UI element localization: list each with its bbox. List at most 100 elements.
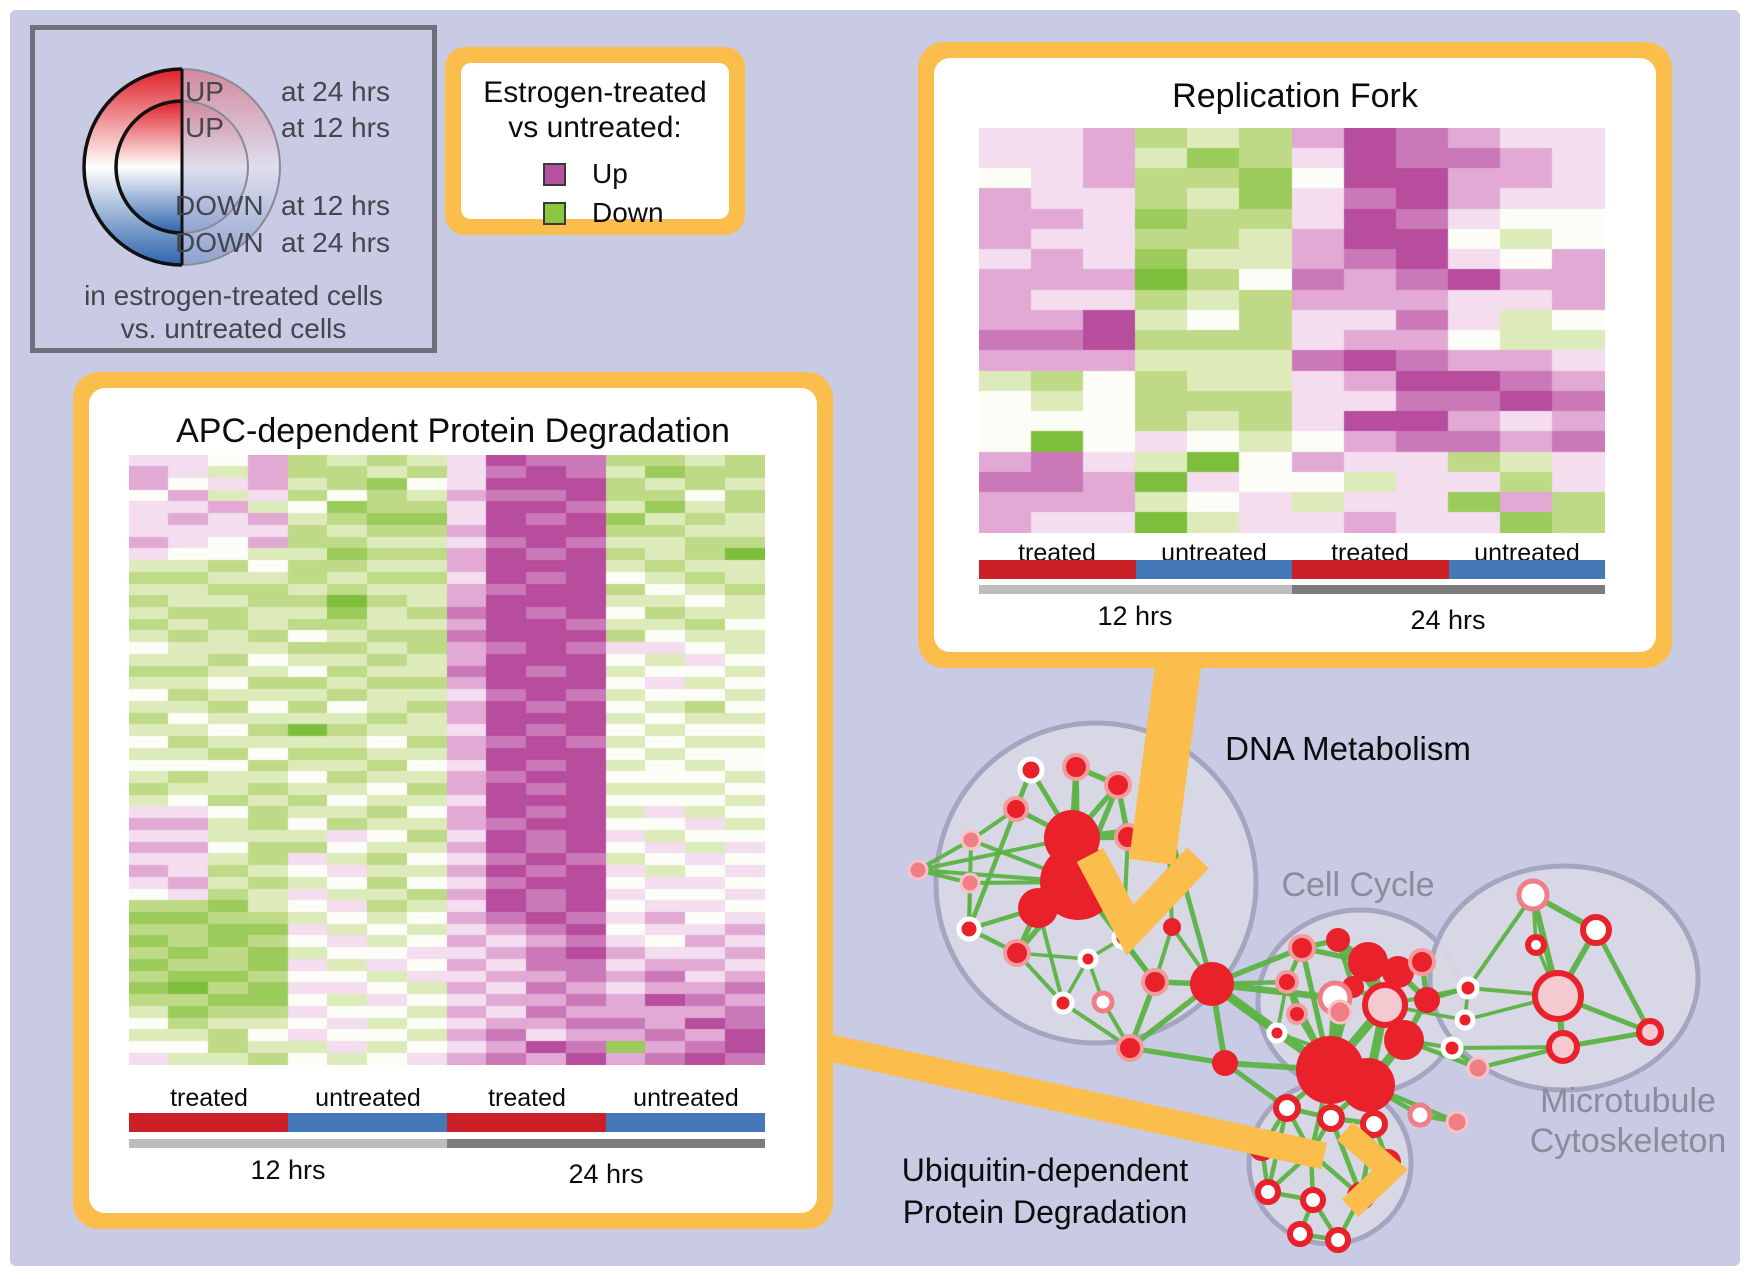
network-node-red [1326, 928, 1350, 952]
replication-fork-panel: Replication Fork treated untreated treat… [918, 42, 1672, 668]
network-node-ring-white [1325, 1227, 1351, 1253]
ring-dir-down-24: DOWN [175, 227, 264, 258]
network-node-red-halo [1286, 1003, 1308, 1025]
network-node-red [1382, 956, 1414, 988]
treated-bar-segment [129, 1113, 288, 1132]
network-edge [1593, 928, 1653, 1034]
rf-time-label-24: 24 hrs [1410, 605, 1486, 635]
ring-time-12b: at 12 hrs [281, 190, 390, 221]
cluster-label-dna: DNA Metabolism [1225, 730, 1471, 767]
arrow-shaft-rf-to-dna [1129, 648, 1203, 866]
network-node-white-ring [1454, 1009, 1476, 1031]
apc-time-label-24: 24 hrs [568, 1159, 644, 1189]
network-node-red [1414, 987, 1440, 1013]
network-node-pink-ring-white [1091, 990, 1115, 1014]
network-node-ring-pink [1532, 970, 1584, 1022]
network-edge [1451, 1044, 1564, 1051]
network-node-red [1384, 1020, 1424, 1060]
cluster-label2-microtubule: Cytoskeleton [1530, 1122, 1727, 1160]
network-node-red [1212, 1050, 1238, 1076]
network-node-red [1190, 962, 1234, 1006]
rf-time-label-12: 12 hrs [1097, 601, 1173, 631]
apc-group-label-1: treated [170, 1084, 248, 1112]
network-edge [966, 808, 1019, 930]
cluster-label-cell-cycle: Cell Cycle [1281, 866, 1434, 904]
ring-dir-down-12: DOWN [175, 190, 264, 221]
network-node-white-ring [1017, 756, 1045, 784]
network-node-ring-white [1580, 914, 1612, 946]
legend-item-up: Up [543, 158, 664, 190]
time-12-bar-segment [979, 585, 1292, 594]
time-12-bar-segment [129, 1139, 447, 1148]
ring-gradient-icon [82, 67, 281, 267]
ring-dir-up-24: UP [185, 76, 224, 107]
network-node-red-halo [1116, 1034, 1144, 1062]
network-node-red-halo [1288, 934, 1316, 962]
network-node-white-ring [1051, 991, 1075, 1015]
network-node-pink [959, 872, 981, 894]
untreated-bar-segment [288, 1113, 447, 1132]
arrow-head-rf-to-dna [1076, 847, 1209, 956]
network-node-ring-white [1525, 934, 1547, 956]
network-node-pink [1327, 999, 1353, 1025]
ring-legend: UP at 24 hrs UP at 12 hrs DOWN at 12 hrs… [30, 25, 437, 353]
network-node-ring-pink [1362, 982, 1408, 1028]
network-node-pink [1466, 1056, 1490, 1080]
apc-time-bar [129, 1139, 765, 1148]
network-node-white-ring [1266, 1022, 1288, 1044]
ring-caption-2: vs. untreated cells [120, 313, 347, 344]
cluster-label-microtubule: Microtubule [1540, 1082, 1716, 1120]
network-node-pink [1445, 1110, 1469, 1134]
time-24-bar-segment [447, 1139, 765, 1148]
network-node-red-halo [1141, 968, 1169, 996]
network-node-ring-white [1287, 1221, 1313, 1247]
network-node-ring-white [1273, 1094, 1301, 1122]
untreated-bar-segment [1448, 560, 1605, 579]
network-node-ring-white [1255, 1179, 1281, 1205]
cluster-label2-ubiquitin: Protein Degradation [903, 1194, 1188, 1230]
network-node-red [1348, 942, 1388, 982]
network-node-pink-ring-white [1516, 878, 1550, 912]
apc-time-label-12: 12 hrs [250, 1155, 326, 1185]
arrow-shaft-apc-to-ubiquitin [745, 1016, 1327, 1170]
ring-time-24: at 24 hrs [281, 76, 390, 107]
ring-time-24b: at 24 hrs [281, 227, 390, 258]
network-node-pink [907, 859, 929, 881]
network-node-ring-white [1360, 1110, 1388, 1138]
rf-condition-bar [979, 560, 1605, 579]
apc-heatmap [129, 455, 765, 1065]
ring-caption-1: in estrogen-treated cells [84, 280, 383, 311]
apc-group-label-3: treated [488, 1084, 566, 1112]
network-edge [1129, 1045, 1226, 1066]
up-swatch-icon [543, 162, 566, 186]
network-edge [1466, 893, 1535, 990]
network-node-ring-pink [1546, 1030, 1580, 1064]
network-node-red [1018, 888, 1058, 928]
network-node-white-ring [1456, 976, 1480, 1000]
rf-time-bar [979, 585, 1605, 594]
untreated-bar-segment [1135, 560, 1292, 579]
treated-bar-segment [979, 560, 1136, 579]
network-node-red-halo [1408, 948, 1436, 976]
network-node-pink-ring-white [1407, 1102, 1433, 1128]
network-node-red-halo [1003, 939, 1031, 967]
apc-group-label-4: untreated [633, 1084, 739, 1112]
rf-title: Replication Fork [1172, 77, 1418, 115]
down-swatch-icon [543, 201, 566, 225]
ring-dir-up-12: UP [185, 112, 224, 143]
network-node-red [1163, 918, 1181, 936]
arrow-head-apc-to-ubiquitin [1337, 1121, 1408, 1217]
network-node-ring-white [1317, 1104, 1345, 1132]
network-node-white-ring [1077, 948, 1099, 970]
network-node-ring-white [1300, 1187, 1326, 1213]
updown-legend-title-2: vs untreated: [508, 111, 682, 144]
rf-heatmap [979, 128, 1605, 533]
untreated-bar-segment [606, 1113, 765, 1132]
cluster-label-ubiquitin: Ubiquitin-dependent [902, 1152, 1189, 1188]
apc-group-label-2: untreated [315, 1084, 421, 1112]
network-node-red-halo [1104, 771, 1132, 799]
network-node-white-ring [956, 916, 982, 942]
apc-title: APC-dependent Protein Degradation [176, 412, 730, 450]
down-label: Down [592, 197, 664, 228]
